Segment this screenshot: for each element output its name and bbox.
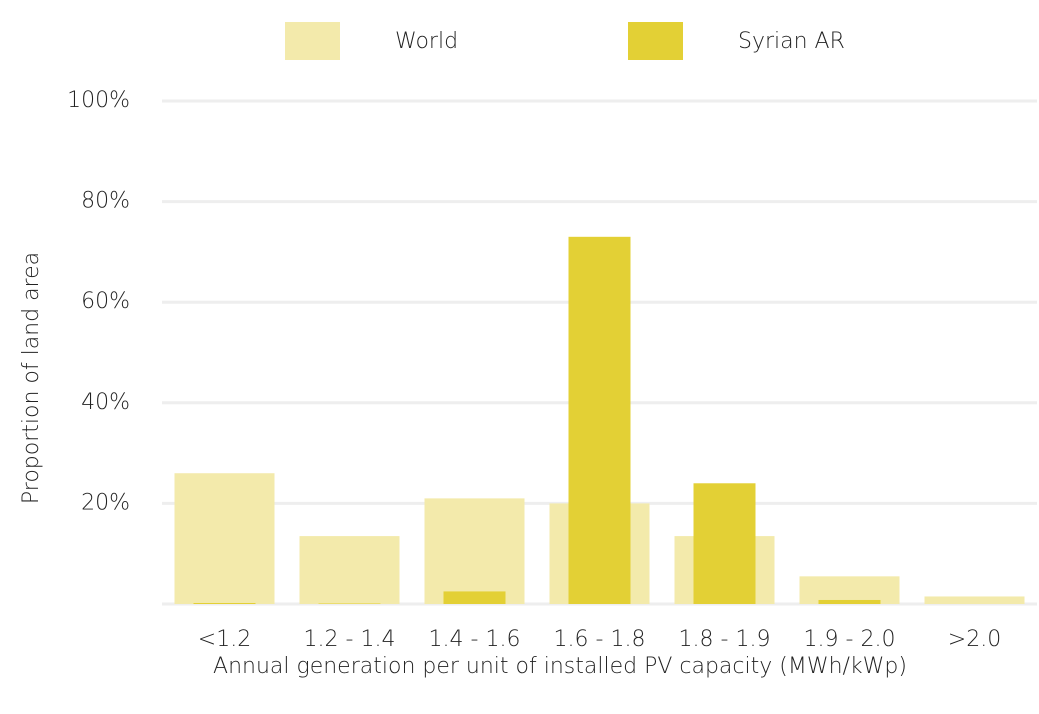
bar [299, 536, 400, 604]
x-tick-label: 1.2 - 1.4 [304, 627, 396, 652]
y-tick-label: 80% [81, 189, 130, 214]
legend-label: World [395, 29, 458, 54]
x-tick-label: 1.4 - 1.6 [429, 627, 521, 652]
x-tick-label: 1.9 - 2.0 [804, 627, 896, 652]
legend-swatch [285, 22, 340, 60]
legend-swatch [628, 22, 683, 60]
y-tick-label: 60% [81, 289, 130, 314]
bar [174, 473, 275, 604]
y-tick-label: 40% [81, 390, 130, 415]
bar [568, 236, 631, 604]
bar [693, 483, 756, 604]
bar [799, 576, 900, 604]
y-tick-label: 20% [81, 490, 130, 515]
y-axis-title: Proportion of land area [19, 252, 44, 504]
bar [424, 498, 525, 604]
y-tick-label: 100% [67, 88, 130, 113]
x-tick-label: 1.8 - 1.9 [679, 627, 771, 652]
bar [818, 599, 881, 604]
bar [924, 596, 1025, 604]
x-tick-label: >2.0 [948, 627, 1001, 652]
legend-label: Syrian AR [738, 29, 845, 54]
bar [443, 591, 506, 604]
x-tick-label: 1.6 - 1.8 [554, 627, 646, 652]
bar [193, 602, 256, 604]
x-axis-title: Annual generation per unit of installed … [213, 654, 907, 679]
bar [318, 603, 381, 604]
x-tick-label: <1.2 [198, 627, 251, 652]
